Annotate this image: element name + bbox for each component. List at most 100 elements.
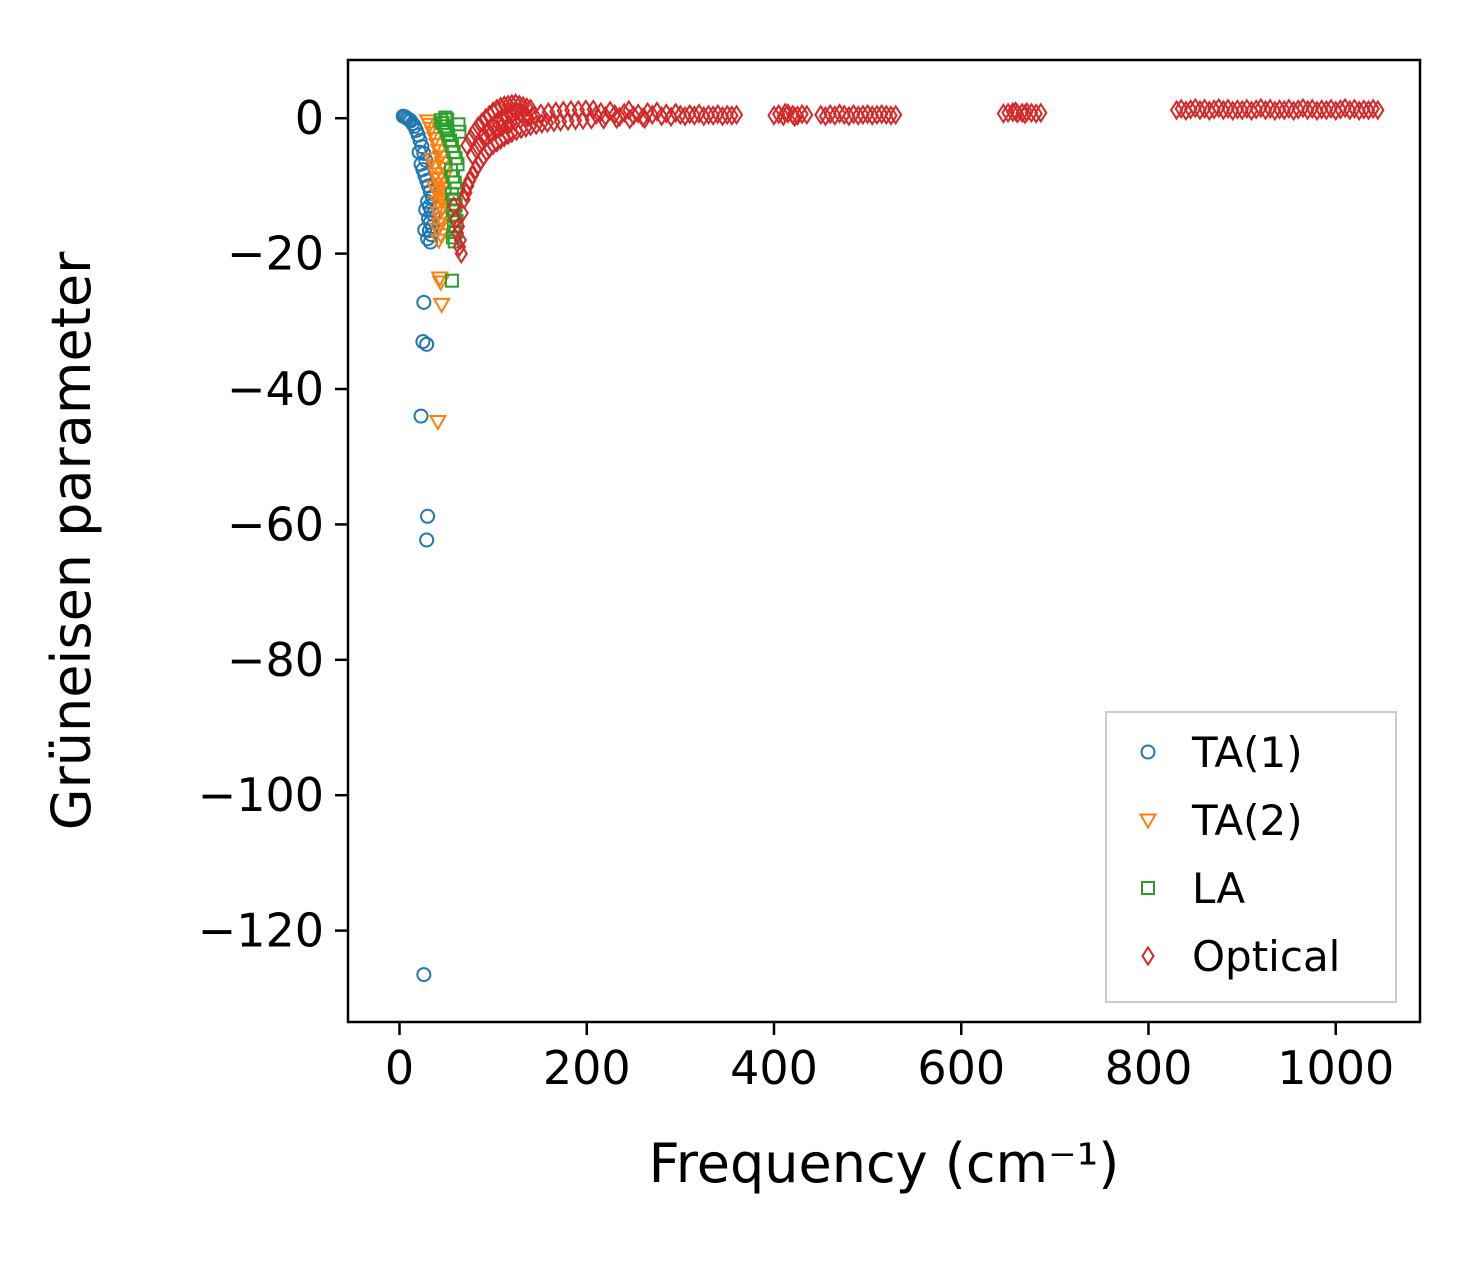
data-point-circle bbox=[417, 222, 433, 238]
legend-item-TA(2): TA(2) bbox=[1138, 796, 1303, 845]
legend-label: TA(2) bbox=[1191, 796, 1303, 845]
data-point-diamond bbox=[687, 105, 702, 126]
data-point-diamond bbox=[701, 104, 716, 126]
data-point-triangle-down bbox=[424, 159, 444, 176]
data-point-triangle-down bbox=[423, 126, 443, 143]
data-point-diamond bbox=[645, 104, 659, 126]
y-tick-label: −100 bbox=[198, 768, 324, 822]
data-point-diamond bbox=[715, 105, 730, 127]
data-point-diamond bbox=[495, 109, 510, 131]
data-point-square bbox=[1141, 881, 1155, 895]
data-point-diamond bbox=[1230, 99, 1245, 120]
legend-box bbox=[1105, 711, 1397, 1003]
data-point-diamond bbox=[612, 106, 627, 128]
data-point-diamond bbox=[860, 103, 875, 125]
data-point-triangle-down bbox=[435, 161, 454, 178]
data-point-diamond bbox=[856, 104, 870, 126]
data-point-diamond bbox=[507, 111, 522, 132]
data-point-diamond bbox=[638, 108, 652, 130]
data-point-diamond bbox=[1207, 99, 1221, 120]
x-tick-label: 0 bbox=[385, 1041, 414, 1095]
data-point-diamond bbox=[781, 103, 795, 124]
y-tick-label: −20 bbox=[227, 227, 324, 281]
data-point-diamond bbox=[1240, 98, 1254, 120]
data-point-diamond bbox=[473, 133, 487, 155]
data-point-diamond bbox=[725, 105, 739, 126]
data-point-diamond bbox=[1352, 100, 1366, 122]
data-point-diamond bbox=[837, 104, 851, 126]
data-point-diamond bbox=[1141, 945, 1155, 967]
data-point-diamond bbox=[1216, 99, 1231, 121]
data-point-diamond bbox=[832, 103, 847, 124]
data-point-diamond bbox=[1212, 97, 1226, 119]
data-point-diamond bbox=[720, 104, 734, 126]
data-point-diamond bbox=[1174, 98, 1188, 120]
data-point-triangle-down bbox=[432, 297, 451, 314]
data-point-diamond bbox=[1029, 103, 1043, 124]
data-point-diamond bbox=[706, 105, 720, 126]
data-point-diamond bbox=[889, 104, 903, 126]
data-point-diamond bbox=[455, 202, 469, 224]
data-point-diamond bbox=[1183, 99, 1198, 120]
y-tick-label: −60 bbox=[227, 497, 324, 551]
data-point-diamond bbox=[1018, 103, 1032, 125]
data-point-triangle-down bbox=[425, 180, 445, 197]
data-point-diamond bbox=[1305, 98, 1320, 120]
data-point-diamond bbox=[1249, 99, 1263, 120]
data-point-diamond bbox=[1300, 99, 1315, 121]
data-point-diamond bbox=[1296, 97, 1310, 119]
data-point-diamond bbox=[814, 104, 828, 126]
legend-item-LA: LA bbox=[1141, 864, 1245, 913]
data-point-diamond bbox=[483, 124, 498, 145]
data-point-square bbox=[438, 110, 453, 125]
data-point-diamond bbox=[828, 105, 842, 126]
data-point-diamond bbox=[1361, 99, 1376, 121]
data-point-triangle-down bbox=[429, 233, 449, 250]
data-point-diamond bbox=[467, 121, 482, 143]
data-point-triangle-down bbox=[431, 275, 450, 292]
data-point-diamond bbox=[842, 105, 856, 127]
data-point-diamond bbox=[1272, 99, 1287, 120]
data-point-diamond bbox=[1315, 99, 1329, 120]
data-point-diamond bbox=[818, 105, 833, 127]
data-point-diamond bbox=[465, 145, 480, 166]
legend-label: LA bbox=[1192, 864, 1245, 913]
data-point-diamond bbox=[846, 103, 861, 125]
y-tick-label: −40 bbox=[227, 362, 324, 416]
data-point-triangle-down bbox=[431, 211, 450, 228]
legend: TA(1) TA(2) LA Optical bbox=[1105, 711, 1397, 1003]
legend-item-TA(1): TA(1) bbox=[1140, 728, 1303, 777]
data-point-diamond bbox=[884, 105, 898, 126]
x-tick-label: 800 bbox=[1105, 1041, 1193, 1095]
data-point-diamond bbox=[1258, 99, 1273, 121]
data-point-triangle-down bbox=[431, 228, 450, 245]
y-tick-label: 0 bbox=[295, 91, 324, 145]
x-tick-label: 400 bbox=[730, 1041, 818, 1095]
data-point-diamond bbox=[589, 104, 603, 126]
data-point-triangle-down bbox=[1138, 813, 1158, 830]
series-Optical bbox=[447, 92, 1385, 264]
data-point-diamond bbox=[623, 108, 637, 130]
data-point-diamond bbox=[823, 103, 837, 125]
x-axis-label: Frequency (cm⁻¹) bbox=[649, 1132, 1120, 1195]
data-point-diamond bbox=[454, 243, 468, 264]
data-point-diamond bbox=[767, 105, 781, 126]
data-point-diamond bbox=[1343, 99, 1357, 121]
data-point-circle bbox=[415, 334, 431, 350]
data-point-square bbox=[444, 273, 459, 288]
data-point-diamond bbox=[527, 105, 542, 126]
data-point-diamond bbox=[787, 106, 802, 128]
data-point-diamond bbox=[463, 128, 478, 149]
data-point-diamond bbox=[489, 120, 503, 141]
data-point-diamond bbox=[478, 128, 492, 150]
y-tick-label: −120 bbox=[198, 904, 324, 958]
data-point-diamond bbox=[1310, 100, 1324, 122]
data-point-circle bbox=[420, 508, 436, 524]
data-point-diamond bbox=[463, 170, 477, 191]
data-point-diamond bbox=[596, 109, 611, 130]
data-point-diamond bbox=[778, 102, 792, 124]
data-point-diamond bbox=[870, 104, 884, 126]
data-point-diamond bbox=[540, 112, 555, 134]
data-point-diamond bbox=[1347, 98, 1362, 120]
